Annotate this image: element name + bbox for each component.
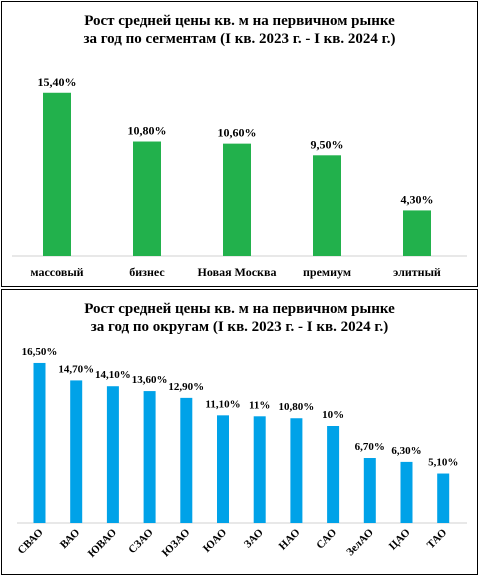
data-label-9: 6,70% bbox=[355, 441, 385, 453]
data-label-6: 11% bbox=[249, 399, 270, 411]
districts-bar-chart: 16,50% СВАО 14,70% ВАО 14,10% ЮВАО 13,60% СЗАО 1… bbox=[16, 346, 467, 560]
chart-title: Рост средней цены кв. м на первичном рын… bbox=[2, 12, 477, 48]
bar-8 bbox=[327, 426, 340, 523]
chart-title-line-2: за год по округам (I кв. 2023 г. - I кв.… bbox=[90, 319, 389, 335]
category-label-1: бизнес bbox=[129, 265, 165, 279]
category-label-2: Новая Москва bbox=[198, 265, 277, 279]
bar-3 bbox=[313, 155, 341, 256]
category-label-4: элитный bbox=[393, 265, 441, 279]
data-label-0: 15,40% bbox=[38, 75, 77, 89]
bar-0 bbox=[33, 362, 46, 523]
data-label-4: 12,90% bbox=[168, 381, 204, 393]
data-label-7: 10,80% bbox=[279, 401, 315, 413]
bar-7 bbox=[290, 418, 303, 523]
data-label-10: 6,30% bbox=[391, 445, 421, 457]
data-label-2: 14,10% bbox=[95, 369, 131, 381]
category-label-11: ТАО bbox=[425, 526, 450, 551]
bar-10 bbox=[400, 461, 413, 523]
bar-1 bbox=[70, 380, 83, 523]
bar-2 bbox=[223, 143, 251, 256]
chart-title: Рост средней цены кв. м на первичном рын… bbox=[2, 300, 477, 336]
data-label-3: 13,60% bbox=[132, 374, 168, 386]
category-label-6: ЗАО bbox=[242, 526, 266, 550]
segments-bar-chart: 15,40% массовый 10,80% бизнес 10,60% Новая Мо… bbox=[12, 75, 467, 279]
category-label-3: СЗАО bbox=[126, 526, 156, 556]
category-label-10: ЦАО bbox=[387, 526, 413, 552]
data-label-2: 10,60% bbox=[218, 126, 257, 140]
data-label-3: 9,50% bbox=[311, 137, 344, 151]
category-label-1: ВАО bbox=[58, 526, 83, 551]
category-label-8: САО bbox=[314, 526, 339, 551]
districts-chart-panel: Рост средней цены кв. м на первичном рын… bbox=[1, 289, 478, 575]
bar-4 bbox=[180, 397, 193, 523]
category-label-2: ЮВАО bbox=[86, 526, 120, 560]
data-label-0: 16,50% bbox=[22, 346, 58, 358]
category-label-9: ЗелАО bbox=[344, 526, 376, 558]
bar-2 bbox=[106, 386, 119, 523]
category-label-5: ЮАО bbox=[201, 526, 230, 555]
category-label-0: массовый bbox=[30, 265, 83, 279]
category-label-0: СВАО bbox=[16, 526, 46, 556]
data-label-4: 4,30% bbox=[401, 192, 434, 206]
data-label-8: 10% bbox=[322, 409, 344, 421]
data-label-1: 10,80% bbox=[128, 124, 167, 138]
bar-6 bbox=[253, 416, 266, 523]
chart-title-line-2: за год по сегментам (I кв. 2023 г. - I к… bbox=[83, 31, 396, 47]
chart-title-line-1: Рост средней цены кв. м на первичном рын… bbox=[84, 301, 395, 317]
segments-chart-panel: Рост средней цены кв. м на первичном рын… bbox=[1, 1, 478, 287]
bar-9 bbox=[363, 458, 376, 523]
category-label-3: премиум bbox=[303, 265, 351, 279]
data-label-11: 5,10% bbox=[428, 457, 458, 469]
data-label-1: 14,70% bbox=[58, 363, 94, 375]
bar-0 bbox=[43, 92, 71, 256]
category-label-4: ЮЗАО bbox=[160, 526, 193, 559]
bar-5 bbox=[217, 415, 229, 523]
bar-4 bbox=[403, 210, 431, 256]
bar-11 bbox=[437, 473, 450, 523]
data-label-5: 11,10% bbox=[205, 398, 240, 410]
chart-title-line-1: Рост средней цены кв. м на первичном рын… bbox=[84, 13, 395, 29]
bar-3 bbox=[143, 391, 156, 523]
category-label-7: НАО bbox=[277, 526, 303, 552]
bar-1 bbox=[133, 141, 161, 256]
